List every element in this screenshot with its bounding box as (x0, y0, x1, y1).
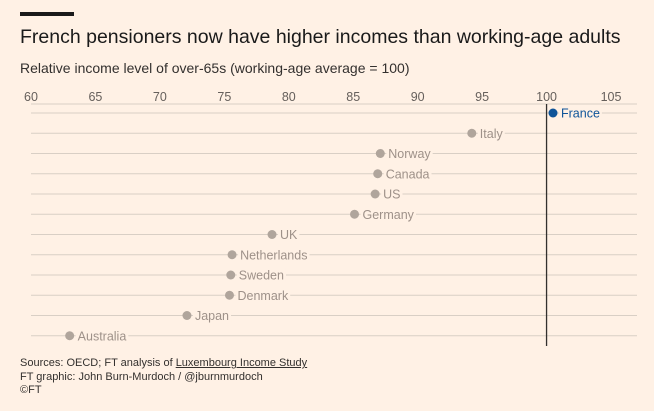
point-label: Netherlands (240, 248, 307, 262)
footer: Sources: OECD; FT analysis of Luxembourg… (20, 357, 307, 398)
data-point (370, 189, 380, 199)
data-point (65, 331, 75, 341)
data-point (373, 169, 383, 179)
copyright-line: ©FT (20, 384, 42, 396)
source-text: Sources: OECD; FT analysis of (20, 357, 176, 369)
x-tick-label: 70 (153, 90, 167, 104)
data-point (350, 209, 360, 219)
point-label-bg (238, 247, 310, 262)
point-label-bg (477, 126, 505, 141)
point-label-bg (192, 308, 232, 323)
source-line: Sources: OECD; FT analysis of Luxembourg… (20, 357, 307, 371)
x-tick-label: 90 (411, 90, 425, 104)
data-point (182, 311, 192, 320)
x-tick-label: 75 (217, 90, 231, 104)
point-label-bg (360, 207, 416, 222)
data-point (467, 128, 477, 138)
point-label: Italy (480, 127, 504, 141)
x-tick-label: 100 (536, 90, 557, 104)
data-point (375, 149, 385, 158)
point-label-bg (381, 187, 403, 201)
point-label: US (383, 188, 400, 202)
point-label: Sweden (239, 269, 284, 283)
point-label: UK (280, 228, 298, 242)
chart-title: French pensioners now have higher income… (20, 26, 621, 48)
point-label: Denmark (237, 289, 288, 303)
x-tick-label: 60 (24, 90, 38, 104)
point-label: Japan (195, 309, 229, 323)
data-point (548, 108, 558, 118)
point-label-bg (386, 146, 433, 161)
point-label: Germany (363, 208, 415, 222)
point-label-bg (383, 166, 432, 181)
point-label-bg (236, 268, 286, 282)
data-point (224, 290, 234, 300)
data-point (227, 250, 237, 260)
x-tick-label: 85 (346, 90, 360, 104)
point-label: Norway (388, 147, 431, 161)
point-label-bg (278, 227, 300, 242)
x-tick-label: 80 (282, 90, 296, 104)
point-label: Canada (386, 167, 430, 181)
chart-subtitle: Relative income level of over-65s (worki… (20, 60, 410, 76)
header-rule (20, 12, 74, 16)
source-link[interactable]: Luxembourg Income Study (175, 357, 308, 369)
data-point (226, 270, 236, 280)
x-tick-label: 95 (475, 90, 489, 104)
point-label-bg (75, 328, 129, 343)
data-point (267, 230, 277, 239)
point-label-bg (235, 288, 291, 303)
x-tick-label: 65 (88, 90, 102, 104)
x-tick-label: 105 (601, 90, 622, 104)
point-label: France (561, 107, 600, 121)
point-label-bg (559, 106, 602, 120)
credit-line: FT graphic: John Burn-Murdoch / @jburnmu… (20, 370, 263, 383)
point-label: Australia (78, 329, 127, 343)
